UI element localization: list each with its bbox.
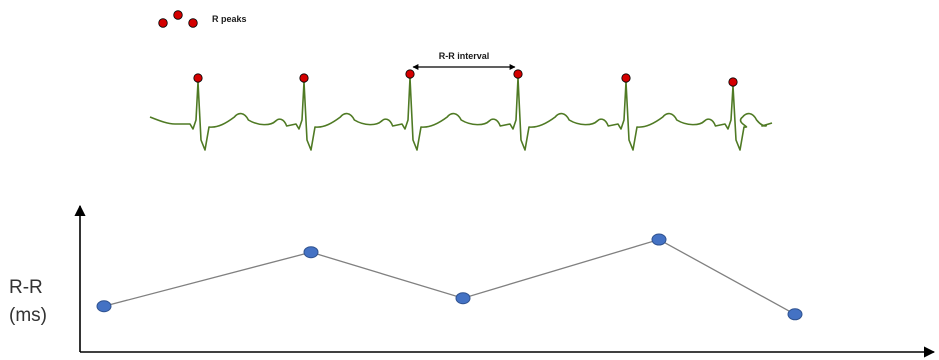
rr-interval-annotation: R-R interval <box>412 51 516 70</box>
rr-series-line <box>103 238 796 315</box>
legend-label: R peaks <box>212 14 247 24</box>
legend-marker-1 <box>158 18 168 28</box>
r-peak-markers <box>193 69 738 87</box>
r-peak-marker <box>405 69 415 79</box>
r-peak-marker <box>299 73 309 83</box>
r-peak-marker <box>621 73 631 83</box>
rr-point <box>651 233 667 246</box>
rr-point <box>96 300 112 313</box>
ecg-strip <box>149 69 773 151</box>
ecg-trace <box>149 77 773 151</box>
r-peak-marker <box>728 77 738 87</box>
rr-point <box>303 246 319 259</box>
rr-series <box>96 233 803 321</box>
legend: R peaks <box>158 10 247 28</box>
y-axis-label-line2: (ms) <box>9 305 47 326</box>
legend-marker-3 <box>188 18 198 28</box>
r-peak-marker <box>193 73 203 83</box>
y-axis-label-line1: R-R <box>9 277 43 298</box>
rr-interval-label: R-R interval <box>439 51 490 61</box>
legend-marker-2 <box>173 10 183 20</box>
r-peak-marker <box>513 69 523 79</box>
rr-axes: R-R (ms) <box>9 204 936 358</box>
rr-point <box>787 308 803 321</box>
rr-point <box>455 292 471 305</box>
